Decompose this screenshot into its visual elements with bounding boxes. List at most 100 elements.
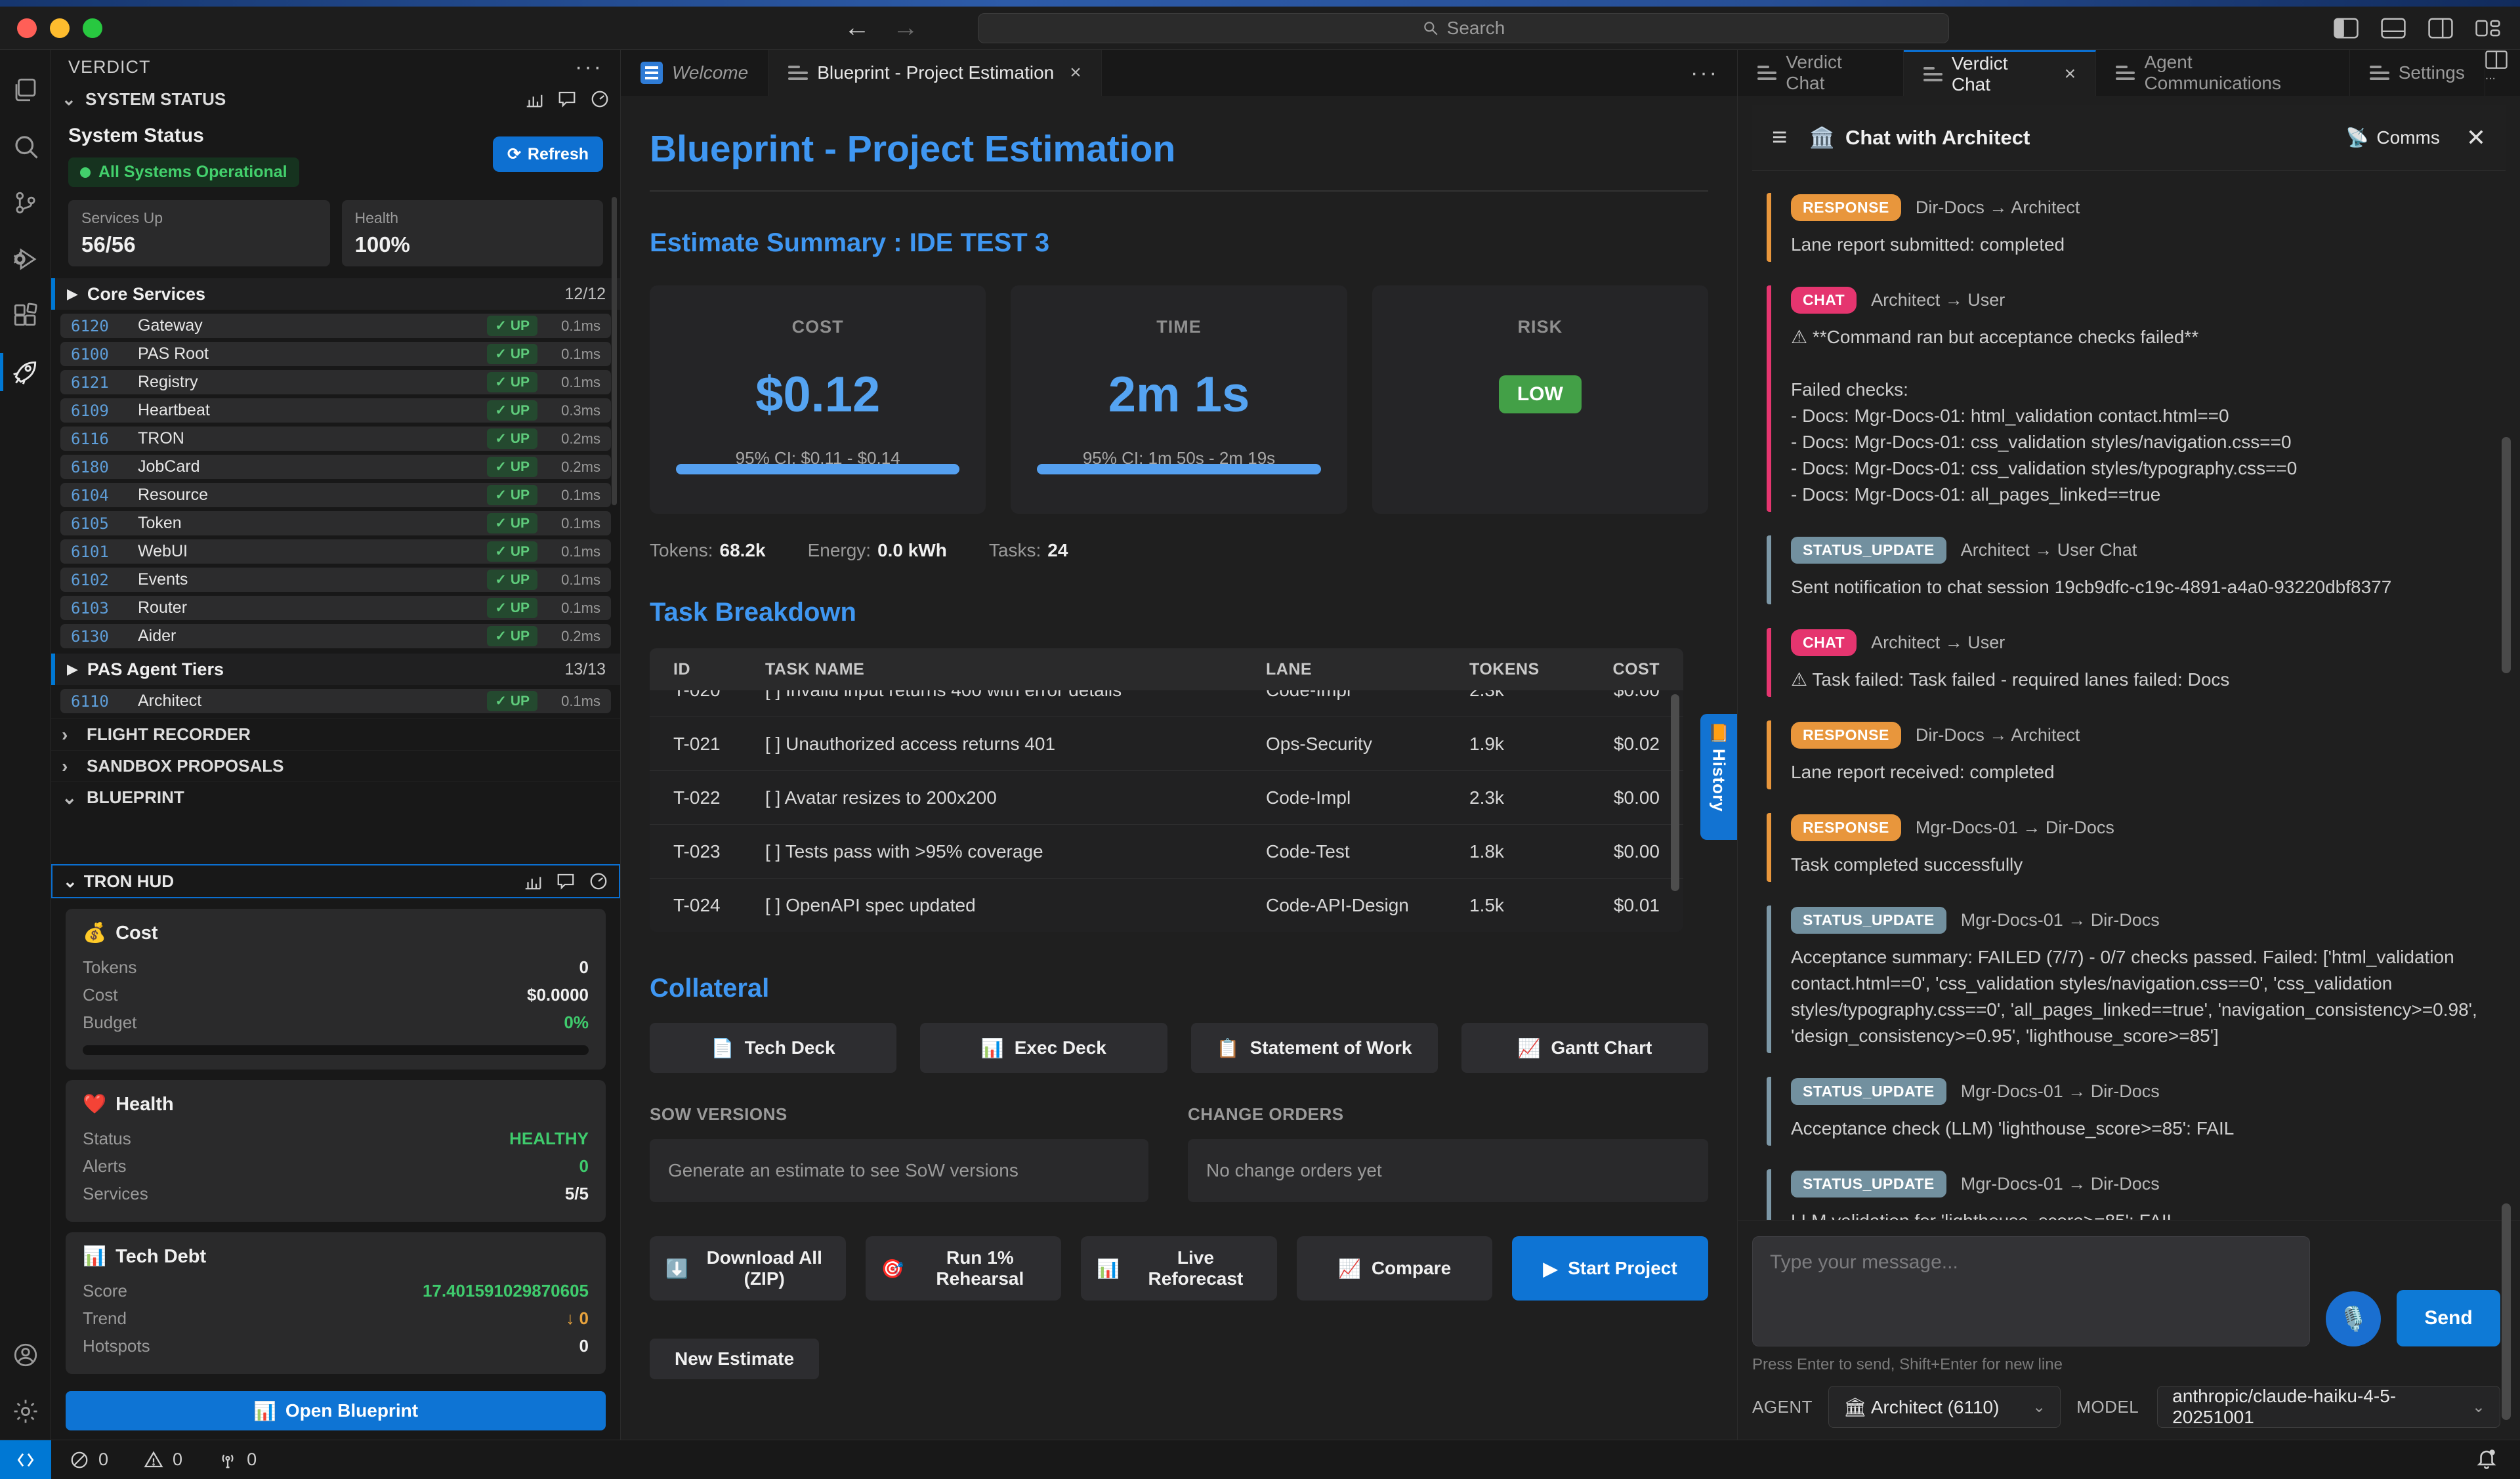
errors-icon[interactable] [70,1450,89,1470]
task-row[interactable]: T-021 [ ] Unauthorized access returns 40… [650,717,1683,770]
explorer-icon[interactable] [0,62,51,118]
task-lane: Code-API-Design [1266,895,1469,916]
history-back-button[interactable]: ← [844,13,870,43]
action-button[interactable]: ▶ Start Project [1512,1236,1708,1301]
tab-verdict-chat-2[interactable]: Verdict Chat × [1904,50,2096,96]
service-row[interactable]: 6121 Registry ✓ UP 0.1ms [60,370,611,394]
customize-layout-icon[interactable] [2475,18,2500,39]
close-chat-icon[interactable]: ✕ [2466,124,2486,152]
notifications-bell-icon[interactable] [2475,1447,2498,1469]
close-tab-icon[interactable]: × [2065,63,2076,85]
toggle-sidebar-icon[interactable] [2334,18,2359,39]
tab-settings[interactable]: Settings [2350,50,2485,96]
sidebar-scrollbar[interactable] [612,197,617,505]
bar-chart-icon[interactable] [523,871,543,891]
gauge-icon[interactable] [589,871,608,891]
run-debug-icon[interactable] [0,231,51,287]
comms-button[interactable]: 📡 Comms [2346,127,2440,148]
collateral-button[interactable]: 📋 Statement of Work [1191,1023,1438,1073]
new-estimate-button[interactable]: New Estimate [650,1339,819,1379]
tab-agent-communications[interactable]: Agent Communications [2096,50,2350,96]
service-row[interactable]: 6103 Router ✓ UP 0.1ms [60,596,611,620]
close-window-button[interactable] [17,18,37,38]
task-row[interactable]: T-023 [ ] Tests pass with >95% coverage … [650,824,1683,878]
account-icon[interactable] [0,1327,51,1383]
error-count[interactable]: 0 [98,1449,108,1470]
service-row[interactable]: 6104 Resource ✓ UP 0.1ms [60,483,611,507]
warnings-icon[interactable] [144,1450,163,1470]
maximize-window-button[interactable] [83,18,102,38]
panel-scrollbar[interactable] [2502,1203,2511,1420]
service-row[interactable]: 6110 Architect ✓ UP 0.1ms [60,689,611,713]
verdict-rocket-icon[interactable] [0,344,51,400]
history-book-icon: 📙 [1708,723,1729,743]
source-control-icon[interactable] [0,175,51,231]
toggle-panel-icon[interactable] [2381,18,2406,39]
system-status-section-header[interactable]: ⌄ SYSTEM STATUS [51,84,620,114]
broadcast-count[interactable]: 0 [247,1449,257,1470]
remote-indicator[interactable] [0,1440,51,1479]
messages-scrollbar[interactable] [2502,437,2511,673]
service-row[interactable]: 6109 Heartbeat ✓ UP 0.3ms [60,398,611,423]
mic-button[interactable]: 🎙️ [2326,1291,2381,1346]
action-button[interactable]: ⬇️ Download All (ZIP) [650,1236,846,1301]
bar-chart-icon[interactable] [524,89,544,109]
service-row[interactable]: 6120 Gateway ✓ UP 0.1ms [60,314,611,338]
refresh-button[interactable]: ⟳ Refresh [493,136,603,172]
comment-icon[interactable] [556,871,576,891]
sandbox-proposals-section[interactable]: › SANDBOX PROPOSALS [51,750,620,781]
settings-gear-icon[interactable] [0,1383,51,1440]
editor-more-actions-icon[interactable]: ··· [1690,60,1719,86]
table-scrollbar[interactable] [1671,694,1679,891]
action-button[interactable]: 📈 Compare [1297,1236,1493,1301]
blueprint-section[interactable]: ⌄ BLUEPRINT [51,781,620,813]
core-services-group-header[interactable]: ▶ Core Services 12/12 [51,278,620,310]
tab-blueprint[interactable]: Blueprint - Project Estimation × [768,50,1102,96]
tab-verdict-chat-1[interactable]: Verdict Chat [1738,50,1904,96]
hamburger-menu-icon[interactable]: ≡ [1772,123,1787,152]
gauge-icon[interactable] [590,89,610,109]
action-button[interactable]: 📊 Live Reforecast [1081,1236,1277,1301]
collateral-button[interactable]: 📈 Gantt Chart [1461,1023,1708,1073]
service-row[interactable]: 6101 WebUI ✓ UP 0.1ms [60,539,611,564]
sidebar-more-icon[interactable]: ··· [575,54,603,80]
close-tab-icon[interactable]: × [1070,62,1082,84]
minimize-window-button[interactable] [50,18,70,38]
hud-metric-row: Hotspots 0 [83,1332,589,1360]
tab-welcome[interactable]: Welcome [621,50,768,96]
action-button[interactable]: 🎯 Run 1% Rehearsal [866,1236,1062,1301]
task-row[interactable]: T-024 [ ] OpenAPI spec updated Code-API-… [650,878,1683,932]
task-row[interactable]: T-022 [ ] Avatar resizes to 200x200 Code… [650,770,1683,824]
collateral-button[interactable]: 📄 Tech Deck [650,1023,896,1073]
action-icon: 📈 [1338,1258,1361,1280]
more-actions-icon[interactable]: ··· [2485,73,2496,84]
history-forward-button[interactable]: → [892,13,919,43]
flight-recorder-section[interactable]: › FLIGHT RECORDER [51,719,620,750]
service-row[interactable]: 6116 TRON ✓ UP 0.2ms [60,427,611,451]
open-blueprint-button[interactable]: 📊 Open Blueprint [66,1391,606,1430]
refresh-icon: ⟳ [507,144,521,164]
send-button[interactable]: Send [2397,1290,2500,1346]
search-nav-icon[interactable] [0,118,51,175]
service-row[interactable]: 6180 JobCard ✓ UP 0.2ms [60,455,611,479]
model-select[interactable]: anthropic/claude-haiku-4-5-20251001 ⌄ [2157,1386,2500,1428]
history-tab[interactable]: 📙 History [1700,714,1737,840]
agent-tiers-group-header[interactable]: ▶ PAS Agent Tiers 13/13 [51,654,620,685]
service-row[interactable]: 6130 Aider ✓ UP 0.2ms [60,624,611,648]
warning-count[interactable]: 0 [173,1449,182,1470]
service-row[interactable]: 6100 PAS Root ✓ UP 0.1ms [60,342,611,366]
agent-select[interactable]: 🏛 Architect (6110) ⌄ [1828,1386,2061,1428]
toggle-secondary-sidebar-icon[interactable] [2428,18,2453,39]
service-row[interactable]: 6105 Token ✓ UP 0.1ms [60,511,611,535]
split-editor-icon[interactable] [2485,50,2508,70]
extensions-icon[interactable] [0,287,51,344]
service-name: TRON [138,429,184,448]
collateral-button[interactable]: 📊 Exec Deck [920,1023,1167,1073]
broadcast-icon[interactable] [218,1450,238,1470]
message-input[interactable] [1752,1236,2310,1346]
tron-hud-section-header[interactable]: ⌄ TRON HUD [51,864,620,898]
service-row[interactable]: 6102 Events ✓ UP 0.1ms [60,568,611,592]
command-search-box[interactable]: Search [978,13,1949,43]
comment-icon[interactable] [557,89,577,109]
service-up-badge: ✓ UP [487,691,537,711]
